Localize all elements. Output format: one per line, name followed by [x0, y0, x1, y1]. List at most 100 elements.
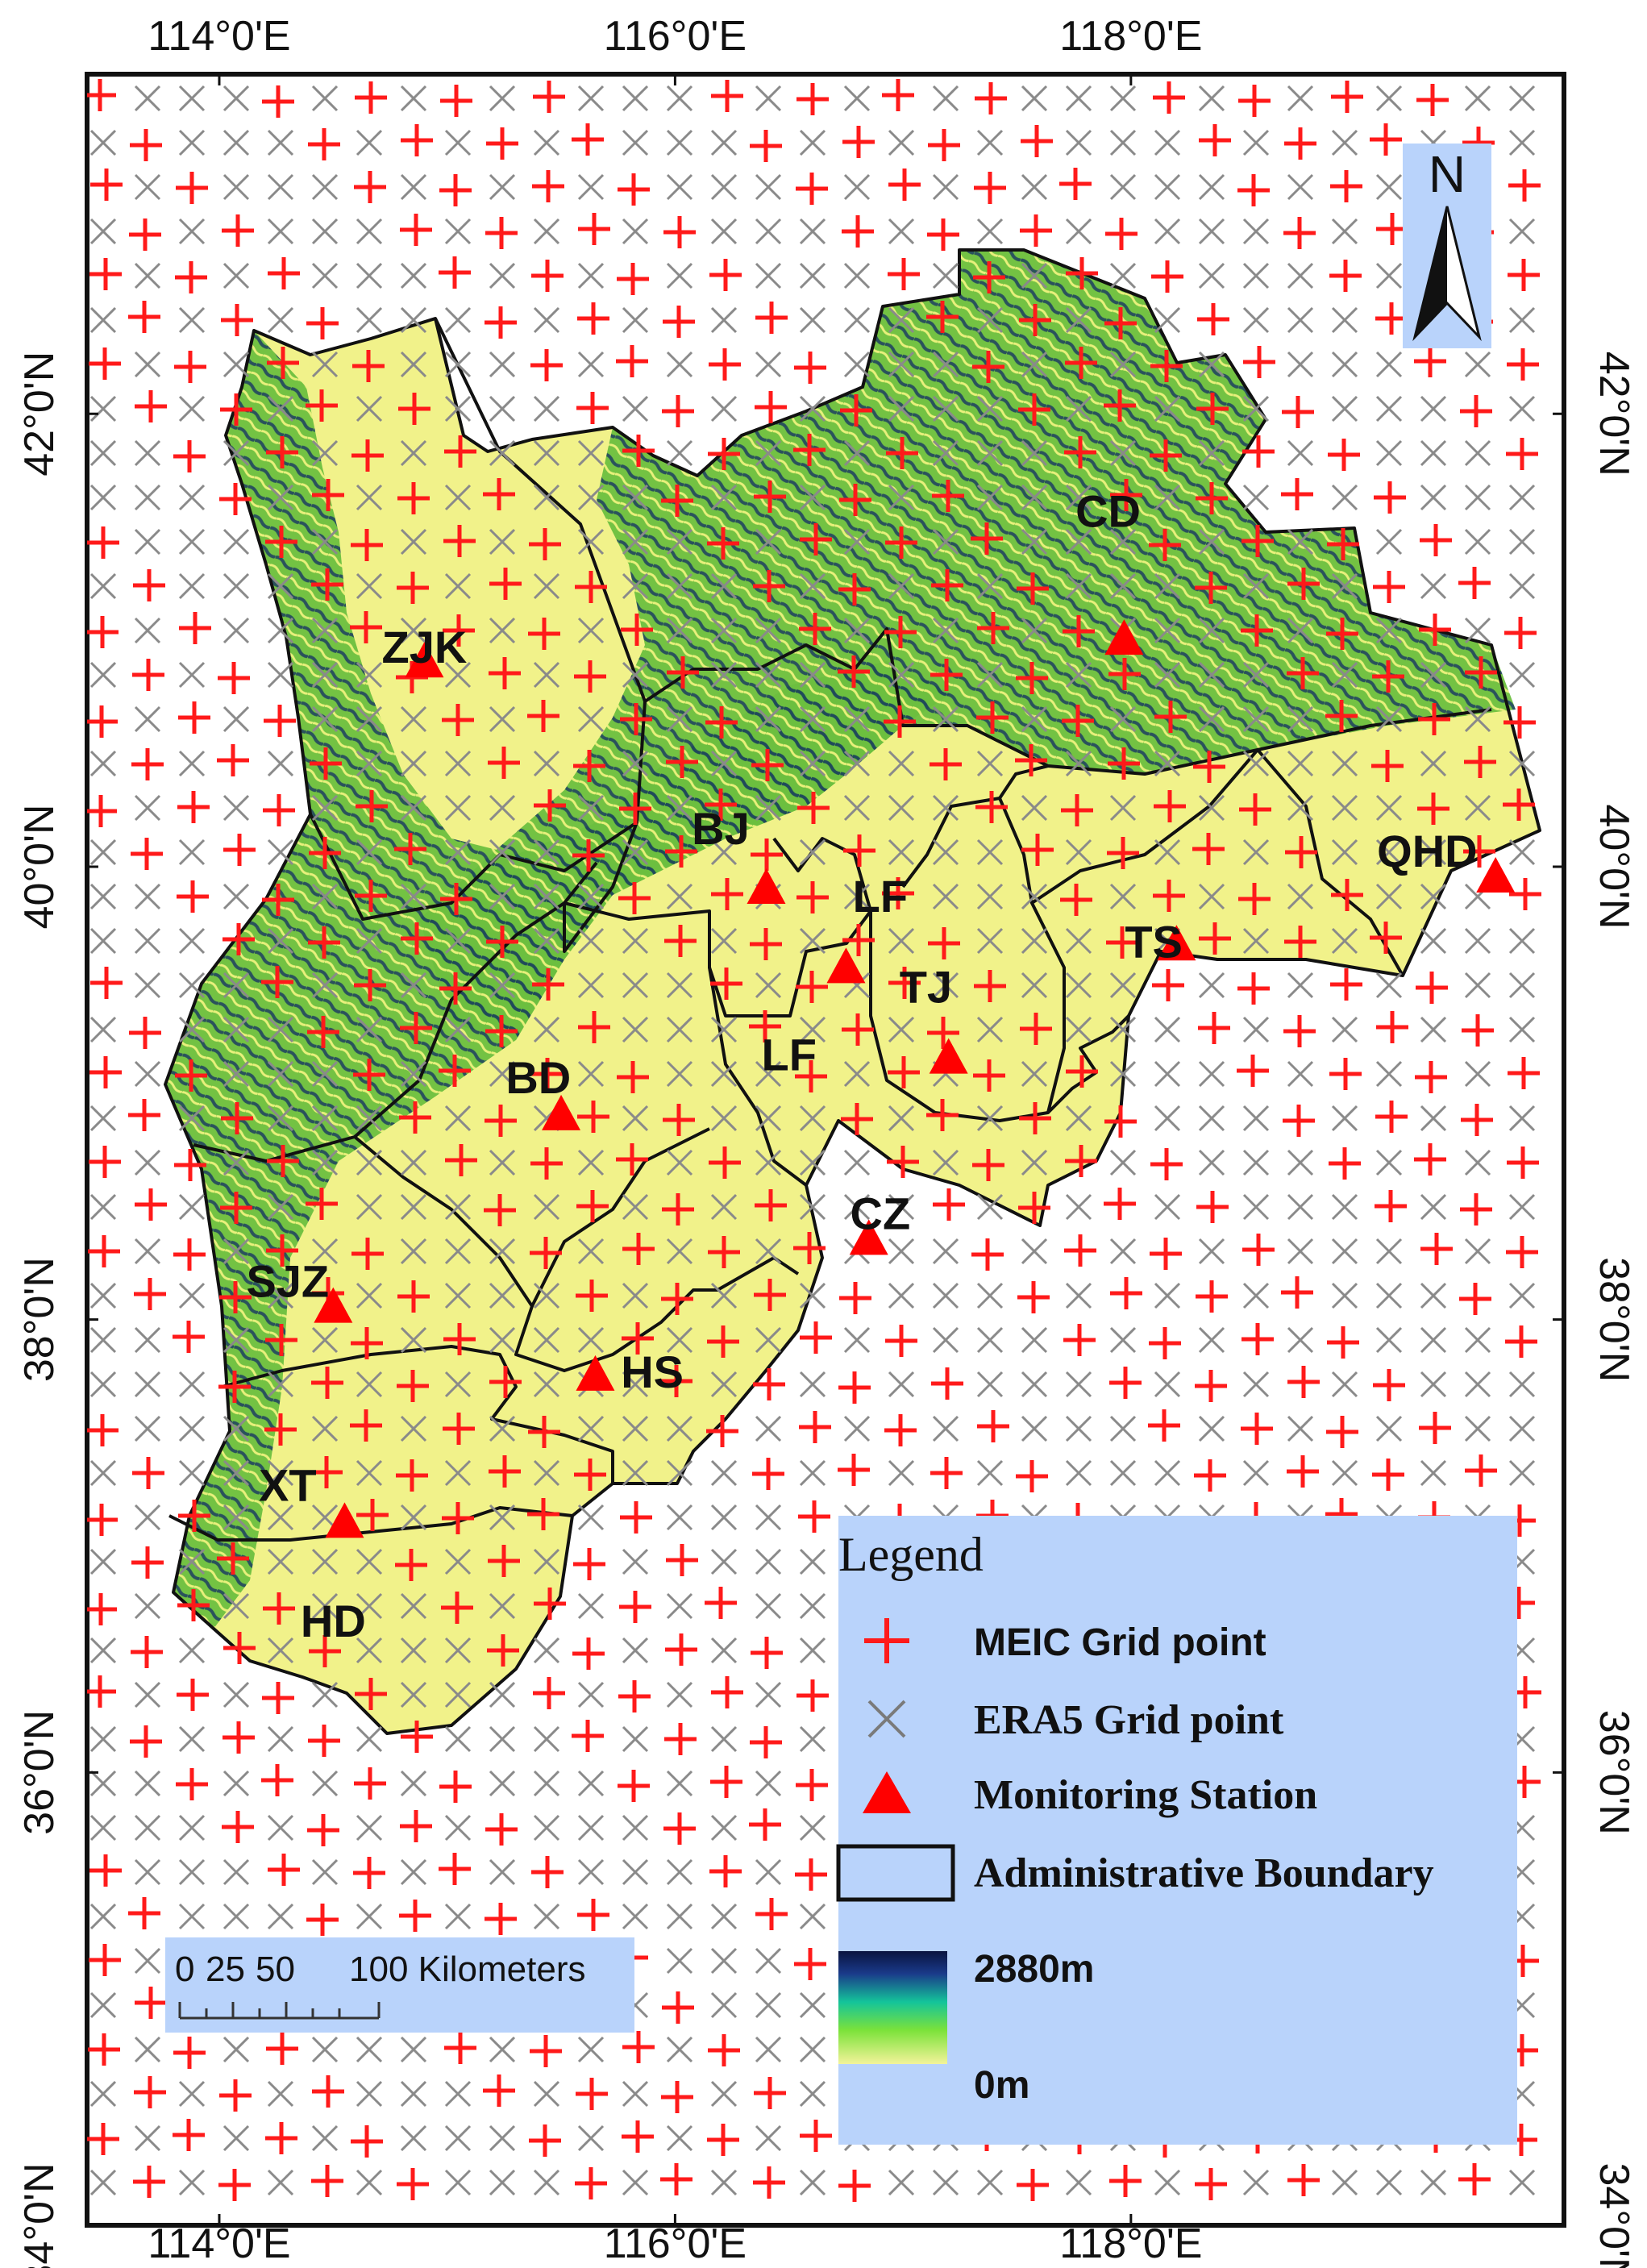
era5-grid-point [89, 1016, 117, 1043]
era5-grid-point [311, 262, 339, 289]
era5-grid-point [444, 395, 472, 422]
era5-grid-point [755, 351, 782, 378]
era5-grid-point [267, 1814, 294, 1841]
city-label: BJ [692, 803, 750, 854]
era5-grid-point [223, 351, 250, 378]
meic-grid-point [577, 1899, 609, 1931]
era5-grid-point [533, 572, 560, 600]
era5-grid-point [1375, 2169, 1403, 2196]
meic-grid-point [666, 746, 698, 778]
era5-grid-point [932, 528, 959, 556]
era5-grid-point [888, 395, 915, 422]
era5-grid-point [533, 129, 560, 156]
meic-grid-point [1015, 744, 1047, 776]
era5-grid-point [1287, 794, 1314, 822]
meic-grid-point [1327, 1326, 1359, 1359]
era5-grid-point [356, 750, 383, 777]
meic-grid-point [1241, 1323, 1274, 1355]
era5-grid-point [1154, 839, 1181, 866]
era5-grid-point [267, 1060, 294, 1088]
meic-grid-point [619, 1591, 651, 1623]
meic-grid-point [887, 1146, 919, 1178]
era5-grid-point [799, 1193, 826, 1221]
meic-grid-point [1503, 789, 1535, 821]
era5-grid-point [178, 1459, 206, 1487]
meic-grid-point [930, 659, 963, 691]
era5-grid-point [1242, 1105, 1270, 1132]
era5-grid-point [755, 1060, 782, 1088]
era5-grid-point [843, 173, 871, 201]
era5-grid-point [1420, 439, 1447, 467]
meic-grid-point [1104, 1105, 1137, 1138]
era5-grid-point [932, 2169, 959, 2196]
meic-grid-point [174, 351, 206, 383]
era5-grid-point [577, 2036, 605, 2063]
meic-grid-point [667, 656, 699, 689]
era5-grid-point [1375, 395, 1403, 422]
meic-grid-point [1371, 750, 1404, 782]
meic-grid-point [1017, 1281, 1050, 1313]
meic-grid-point [1195, 2168, 1227, 2200]
meic-grid-point [930, 1457, 963, 1489]
era5-grid-point [1065, 85, 1092, 112]
era5-grid-point [1508, 528, 1536, 556]
era5-grid-point [1508, 572, 1536, 600]
era5-grid-point [223, 129, 250, 156]
meic-grid-point [1465, 656, 1497, 689]
era5-grid-point [577, 705, 605, 733]
meic-grid-point [532, 170, 564, 202]
era5-grid-point [178, 1193, 206, 1221]
era5-grid-point [444, 1371, 472, 1398]
meic-grid-point [488, 1545, 520, 1577]
meic-grid-point [264, 705, 296, 737]
era5-grid-point [932, 1282, 959, 1309]
meic-grid-point [1285, 836, 1317, 868]
meic-grid-point [622, 2031, 655, 2063]
meic-grid-point [87, 616, 119, 648]
era5-grid-point [1331, 1459, 1358, 1487]
meic-grid-point [1021, 125, 1053, 157]
era5-grid-point [755, 1105, 782, 1132]
meic-grid-point [439, 1055, 471, 1087]
meic-grid-point [1281, 478, 1313, 510]
lat-tick-label-right: 36°0'N [1591, 1710, 1637, 1835]
era5-grid-point [843, 439, 871, 467]
graticule-labels: 114°0'E 114°0'E 116°0'E 116°0'E 118°0'E 118°0… [16, 13, 1637, 2268]
era5-grid-point [89, 218, 117, 245]
era5-grid-point [1375, 1326, 1403, 1354]
era5-grid-point [311, 972, 339, 999]
meic-grid-point [489, 657, 521, 689]
era5-grid-point [311, 1415, 339, 1442]
era5-grid-point [577, 1814, 605, 1841]
era5-grid-point [223, 1238, 250, 1265]
era5-grid-point [1198, 351, 1225, 378]
era5-grid-point [1242, 484, 1270, 511]
meic-grid-point [1020, 214, 1052, 247]
era5-grid-point [755, 1991, 782, 2019]
era5-grid-point [356, 839, 383, 866]
era5-grid-point [1331, 839, 1358, 866]
meic-grid-point [530, 2035, 562, 2067]
era5-grid-point [710, 1193, 738, 1221]
era5-grid-point [799, 572, 826, 600]
era5-grid-point [666, 794, 693, 822]
meic-grid-point [441, 1592, 473, 1624]
era5-grid-point [1242, 1459, 1270, 1487]
meic-grid-point [529, 2124, 561, 2157]
meic-grid-point [706, 1415, 738, 1447]
era5-grid-point [400, 1770, 427, 1797]
meic-grid-point [886, 437, 918, 469]
era5-grid-point [1508, 1282, 1536, 1309]
era5-grid-point [1331, 1193, 1358, 1221]
meic-grid-point [220, 393, 252, 426]
meic-grid-point [267, 347, 299, 379]
era5-grid-point [1198, 1105, 1225, 1132]
meic-grid-point [577, 1101, 609, 1133]
era5-grid-point [755, 1504, 782, 1531]
meic-grid-point [977, 612, 1009, 644]
era5-grid-point [843, 617, 871, 644]
meic-grid-point [1065, 347, 1097, 379]
era5-grid-point [134, 1947, 161, 1975]
era5-grid-point [1154, 218, 1181, 245]
